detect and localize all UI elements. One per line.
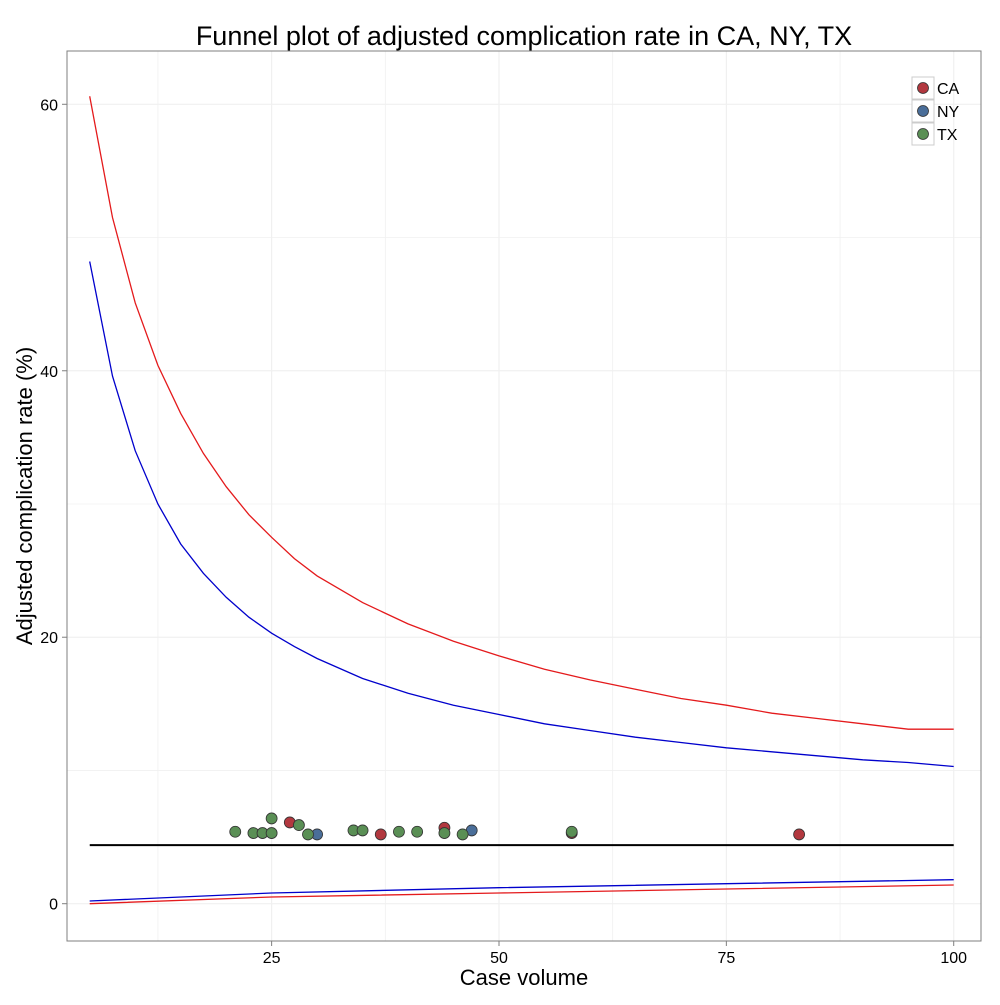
x-tick-label: 100 (940, 950, 967, 967)
point-tx (229, 825, 242, 838)
legend-key-ca (917, 82, 929, 94)
y-tick-label: 20 (40, 630, 58, 647)
inner-upper-limit-line (89, 261, 954, 768)
x-axis-title: Case volume (460, 965, 588, 990)
outer-lower-limit-line (89, 884, 954, 905)
point-tx (456, 828, 469, 841)
x-tick-label: 75 (717, 950, 735, 967)
point-tx (411, 825, 424, 838)
y-tick-label: 40 (40, 364, 58, 381)
legend: CA NY TX (911, 76, 960, 146)
outer-upper-limit-line (89, 96, 954, 730)
legend-key-tx (917, 128, 929, 140)
plot-panel-border (66, 50, 982, 942)
legend-label-tx: TX (937, 127, 958, 144)
point-tx (293, 819, 305, 831)
x-tick-label: 50 (490, 950, 508, 967)
data-points (229, 812, 806, 841)
axis-ticks: 25 50 75 100 0 20 40 60 (40, 97, 967, 967)
point-tx (265, 827, 278, 839)
point-tx (438, 827, 451, 839)
inner-lower-limit-line (89, 879, 954, 902)
legend-key-ny (917, 105, 929, 117)
y-tick-label: 0 (49, 897, 58, 914)
grid (67, 51, 981, 941)
chart-title: Funnel plot of adjusted complication rat… (196, 21, 852, 51)
legend-label-ny: NY (937, 104, 960, 121)
control-limits (89, 96, 954, 905)
point-tx (356, 824, 369, 837)
point-ca (793, 828, 806, 841)
point-tx (565, 825, 578, 838)
y-tick-label: 60 (40, 97, 58, 114)
legend-label-ca: CA (937, 81, 960, 98)
point-tx (393, 825, 405, 838)
y-axis-title: Adjusted complication rate (%) (12, 347, 37, 645)
point-tx (302, 828, 314, 841)
x-tick-label: 25 (263, 950, 281, 967)
point-ca (374, 828, 387, 841)
point-tx (265, 812, 278, 825)
